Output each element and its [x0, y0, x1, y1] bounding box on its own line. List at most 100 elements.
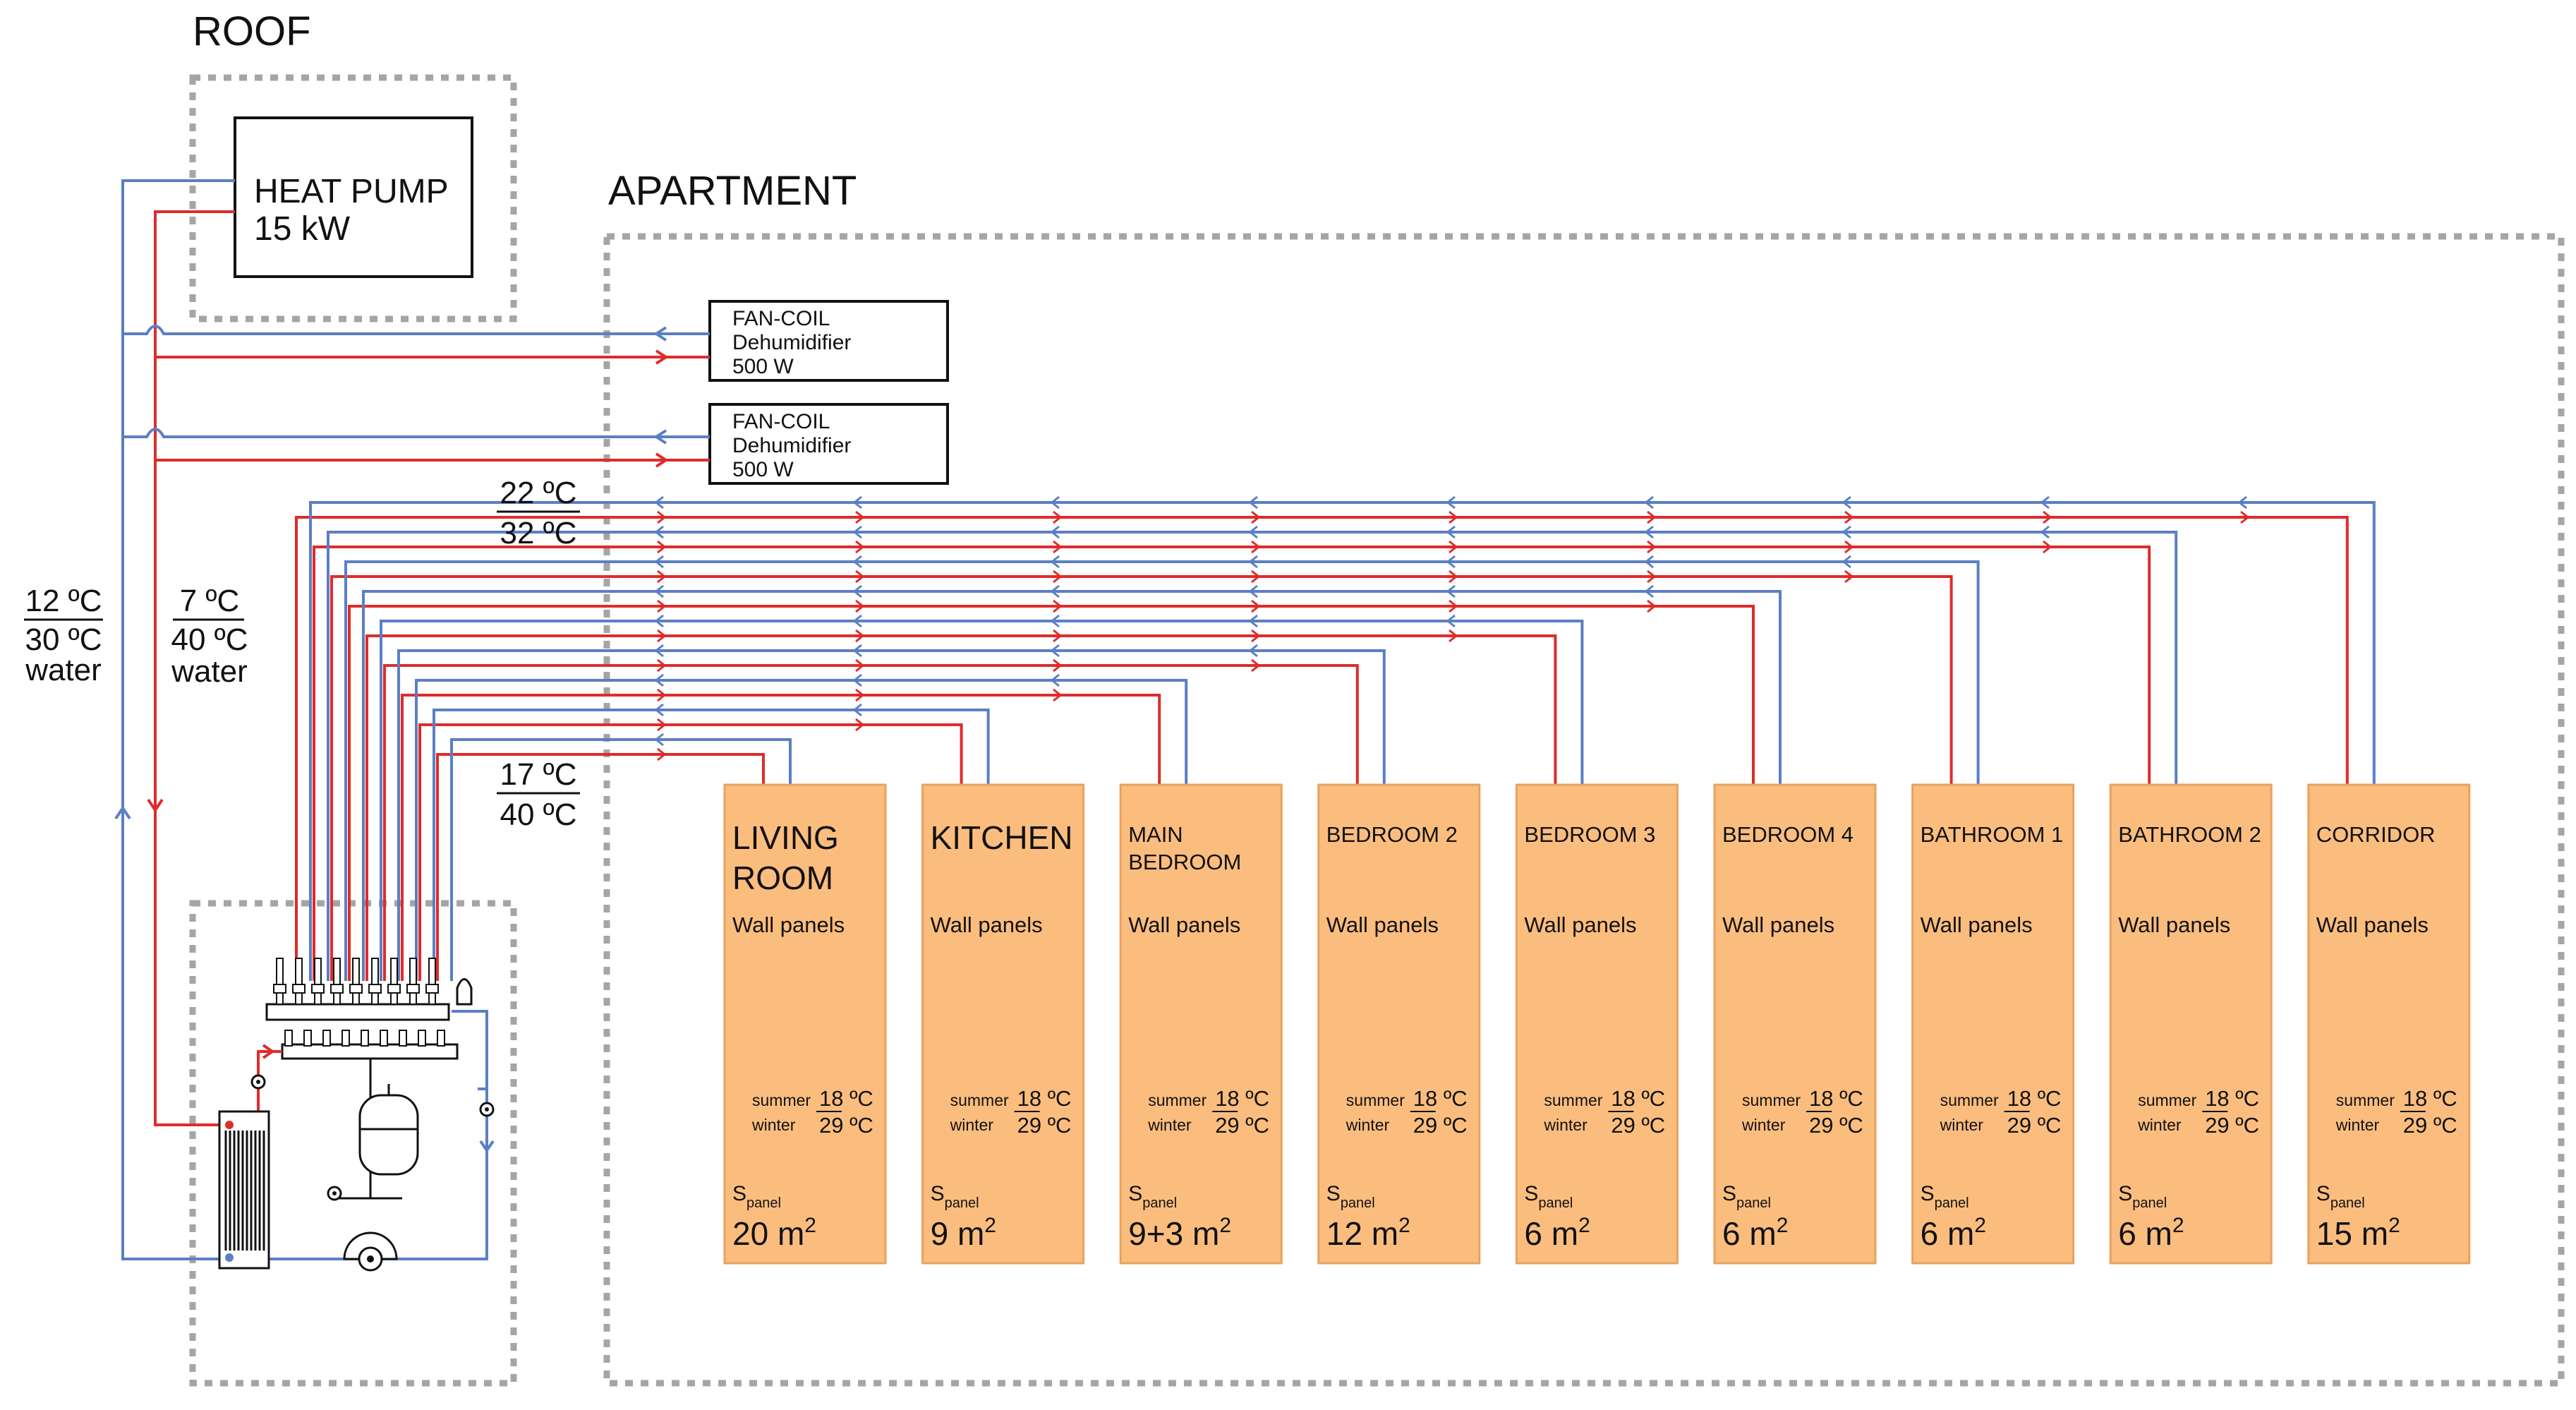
panel-return-pipe-1	[450, 738, 792, 981]
panel-area: 9+3 m2	[1128, 1214, 1231, 1252]
panel-circuit-temperature-label: 17 ºC 40 ºC	[497, 757, 580, 832]
panel-supply-pipe-6	[348, 605, 1755, 981]
room-name: BATHROOM 2	[2118, 822, 2261, 847]
summer-temp: 18 ºC	[819, 1086, 873, 1111]
panel-area: 6 m2	[1921, 1214, 1986, 1252]
primary-return-pipe	[114, 179, 235, 1260]
winter-temp: 29 ºC	[1413, 1113, 1468, 1138]
summer-label: summer	[752, 1091, 811, 1109]
room-panel-9: CORRIDOR Wall panels summer 18 ºC winter 29 º…	[2307, 783, 2471, 1265]
panel-surface-label: Spanel	[1128, 1182, 1177, 1211]
panel-return-pipe-2	[433, 709, 990, 981]
panel-return-pipe-5	[380, 620, 1584, 981]
fan-coil-1-subtitle: Dehumidifier	[732, 331, 851, 354]
summer-temp: 18 ºC	[2205, 1086, 2259, 1111]
heat-pump-name: HEAT PUMP	[254, 173, 449, 210]
panel-return-pipe-6	[362, 590, 1782, 981]
room-name: KITCHEN	[931, 819, 1073, 856]
panel-supply-pipe-3	[401, 694, 1161, 981]
expansion-tank	[358, 1084, 419, 1176]
summer-label: summer	[1544, 1091, 1602, 1109]
panel-area: 6 m2	[1524, 1214, 1590, 1252]
room-name: BEDROOM 2	[1326, 822, 1458, 847]
source-medium: water	[25, 653, 102, 687]
wall-panels-label: Wall panels	[931, 912, 1043, 937]
source-temp-bottom: 30 ºC	[25, 622, 102, 657]
winter-temp: 29 ºC	[1809, 1113, 1863, 1138]
winter-label: winter	[950, 1116, 994, 1134]
room-panel-1: LIVING ROOM Wall panels summer 18 ºC winter 29…	[723, 783, 887, 1265]
panel-area: 12 m2	[1326, 1214, 1410, 1252]
room-panel-3: MAIN BEDROOM Wall panels summer 18 ºC winter 2…	[1119, 783, 1283, 1265]
panel-surface-label: Spanel	[1524, 1182, 1573, 1211]
panel-supply-pipe-7	[330, 575, 1953, 981]
panel-supply-pipe-8	[313, 546, 2151, 981]
room-panel-5: BEDROOM 3 Wall panels summer 18 ºC winter 29 …	[1515, 783, 1679, 1265]
summer-temp: 18 ºC	[1809, 1086, 1863, 1111]
winter-temp: 29 ºC	[1611, 1113, 1665, 1138]
room-panel-2: KITCHEN Wall panels summer 18 ºC winter 29 ºC…	[921, 783, 1085, 1265]
summer-label: summer	[2336, 1091, 2395, 1109]
fan-coil-1-power: 500 W	[732, 355, 794, 378]
room-name: BEDROOM 4	[1722, 822, 1854, 847]
panel-area: 6 m2	[1722, 1214, 1788, 1252]
summer-label: summer	[1940, 1091, 1999, 1109]
room-panel-7: BATHROOM 1 Wall panels summer 18 ºC winter 29…	[1911, 783, 2075, 1265]
winter-label: winter	[1147, 1116, 1192, 1134]
panel-temp-top: 17 ºC	[500, 757, 576, 792]
wall-panels-label: Wall panels	[1722, 912, 1834, 937]
heat-exchanger	[218, 1110, 270, 1270]
fan-coil-2-supply-pipe	[155, 452, 710, 468]
winter-label: winter	[1346, 1116, 1390, 1134]
panel-surface-label: Spanel	[2118, 1182, 2167, 1211]
fan-coil-2-power: 500 W	[732, 458, 794, 481]
panel-supply-pipe-4	[383, 664, 1359, 981]
room-panels: LIVING ROOM Wall panels summer 18 ºC winter 29…	[723, 783, 2471, 1265]
apartment-label: APARTMENT	[608, 168, 857, 214]
fan-coil-1-title: FAN-COIL	[732, 307, 830, 330]
winter-temp: 29 ºC	[1017, 1113, 1072, 1138]
panel-area: 20 m2	[732, 1214, 816, 1252]
fan-coil-1-box	[708, 300, 949, 382]
panel-surface-label: Spanel	[931, 1182, 979, 1211]
room-name: CORRIDOR	[2316, 822, 2436, 847]
heat-pump-box	[234, 116, 473, 278]
room-name: BATHROOM 1	[1921, 822, 2064, 847]
fancoil-temp-bottom: 32 ºC	[500, 516, 576, 550]
panel-surface-label: Spanel	[1722, 1182, 1771, 1211]
roof-label: ROOF	[193, 8, 311, 54]
summer-temp: 18 ºC	[1215, 1086, 1269, 1111]
summer-label: summer	[1346, 1091, 1405, 1109]
panel-temp-bottom: 40 ºC	[500, 797, 576, 832]
room-panel-8: BATHROOM 2 Wall panels summer 18 ºC winter 29…	[2109, 783, 2273, 1265]
supply-temp-bottom: 40 ºC	[171, 622, 248, 657]
panel-area: 15 m2	[2316, 1214, 2400, 1252]
winter-label: winter	[1741, 1116, 1786, 1134]
summer-temp: 18 ºC	[1413, 1086, 1468, 1111]
fancoil-circuit-temperature-label: 22 ºC 32 ºC	[497, 476, 580, 550]
winter-temp: 29 ºC	[2205, 1113, 2259, 1138]
room-panel-4: BEDROOM 2 Wall panels summer 18 ºC winter 29 …	[1317, 783, 1481, 1265]
primary-supply-pipe	[147, 210, 235, 1126]
summer-label: summer	[2138, 1091, 2196, 1109]
panel-return-pipe-9	[309, 501, 2376, 981]
wall-panels-label: Wall panels	[1128, 912, 1240, 937]
summer-label: summer	[950, 1091, 1009, 1109]
gauges	[250, 1074, 495, 1201]
source-temperature-label: 12 ºC 30 ºC water	[24, 584, 103, 687]
summer-temp: 18 ºC	[2403, 1086, 2457, 1111]
fan-coil-2-return-pipe	[123, 428, 710, 445]
heat-pump-power: 15 kW	[254, 210, 351, 248]
summer-temp: 18 ºC	[1611, 1086, 1665, 1111]
panel-surface-label: Spanel	[1921, 1182, 1969, 1211]
fan-coil-2-title: FAN-COIL	[732, 410, 830, 433]
panel-area: 6 m2	[2118, 1214, 2184, 1252]
panel-surface-label: Spanel	[1326, 1182, 1375, 1211]
wall-panels-label: Wall panels	[1524, 912, 1636, 937]
manifold	[265, 958, 473, 1060]
panel-supply-pipe-9	[295, 516, 2349, 981]
roof-zone-border	[189, 74, 517, 323]
panel-area: 9 m2	[931, 1214, 996, 1252]
panel-return-pipe-8	[327, 531, 2178, 981]
technical-room-border	[189, 900, 517, 1387]
